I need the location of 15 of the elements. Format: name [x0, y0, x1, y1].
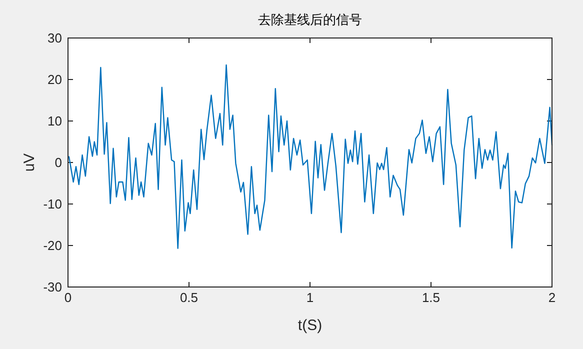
y-tick-label: -30: [43, 280, 62, 294]
y-axis-title: uV: [21, 153, 38, 172]
x-tick-label: 0: [64, 290, 72, 305]
y-tick-label: 20: [48, 72, 62, 87]
x-tick-label: 1: [306, 290, 314, 305]
y-tick-label: 10: [48, 114, 62, 128]
x-tick-label: 2: [548, 290, 556, 305]
x-axis-title: t(S): [298, 317, 322, 334]
y-tick-label: -20: [43, 238, 62, 253]
y-tick-label: 0: [54, 155, 62, 170]
x-tick-label: 1.5: [422, 290, 440, 305]
y-tick-label: 30: [48, 30, 62, 46]
x-tick-label: 0.5: [180, 290, 198, 305]
chart-title: 去除基线后的信号: [258, 12, 362, 27]
y-tick-label: -10: [43, 196, 62, 212]
